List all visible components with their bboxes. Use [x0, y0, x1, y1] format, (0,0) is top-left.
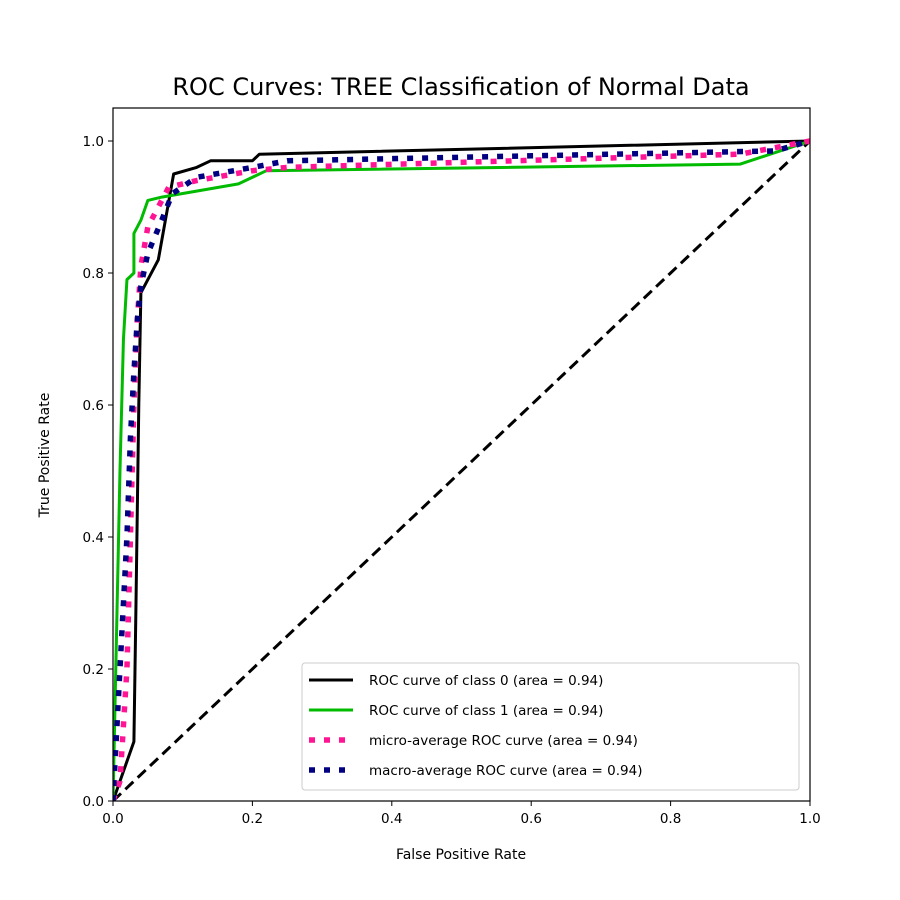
y-axis-label: True Positive Rate — [37, 393, 53, 519]
legend-label-2: micro-average ROC curve (area = 0.94) — [369, 733, 638, 749]
x-tick-label: 0.6 — [520, 811, 541, 827]
x-axis-label: False Positive Rate — [396, 847, 526, 863]
legend: ROC curve of class 0 (area = 0.94) ROC cu… — [301, 662, 800, 791]
legend-box — [301, 662, 800, 791]
plot-area — [112, 107, 811, 802]
y-axis: 0.0 0.2 0.4 0.6 0.8 1.0 — [83, 134, 113, 810]
y-tick-label: 0.2 — [83, 662, 104, 678]
x-tick-label: 0.8 — [660, 811, 681, 827]
y-tick-label: 1.0 — [83, 134, 104, 150]
series-layer — [113, 138, 810, 801]
chance-diagonal-line — [113, 139, 810, 801]
series-line-3 — [113, 138, 810, 801]
plot-frame — [112, 107, 811, 802]
legend-label-3: macro-average ROC curve (area = 0.94) — [369, 763, 642, 779]
x-tick-label: 0.4 — [381, 811, 402, 827]
x-tick-label: 0.0 — [102, 811, 123, 827]
x-axis: 0.0 0.2 0.4 0.6 0.8 1.0 — [102, 801, 821, 827]
y-tick-label: 0.8 — [83, 266, 104, 282]
x-tick-label: 0.2 — [242, 811, 263, 827]
y-tick-label: 0.0 — [83, 794, 104, 810]
chart-title: ROC Curves: TREE Classification of Norma… — [172, 73, 749, 101]
legend-label-1: ROC curve of class 1 (area = 0.94) — [369, 703, 603, 719]
series-line-1 — [113, 139, 810, 801]
y-tick-label: 0.6 — [83, 398, 104, 414]
y-tick-label: 0.4 — [83, 530, 104, 546]
legend-label-0: ROC curve of class 0 (area = 0.94) — [369, 673, 603, 689]
x-tick-label: 1.0 — [799, 811, 820, 827]
